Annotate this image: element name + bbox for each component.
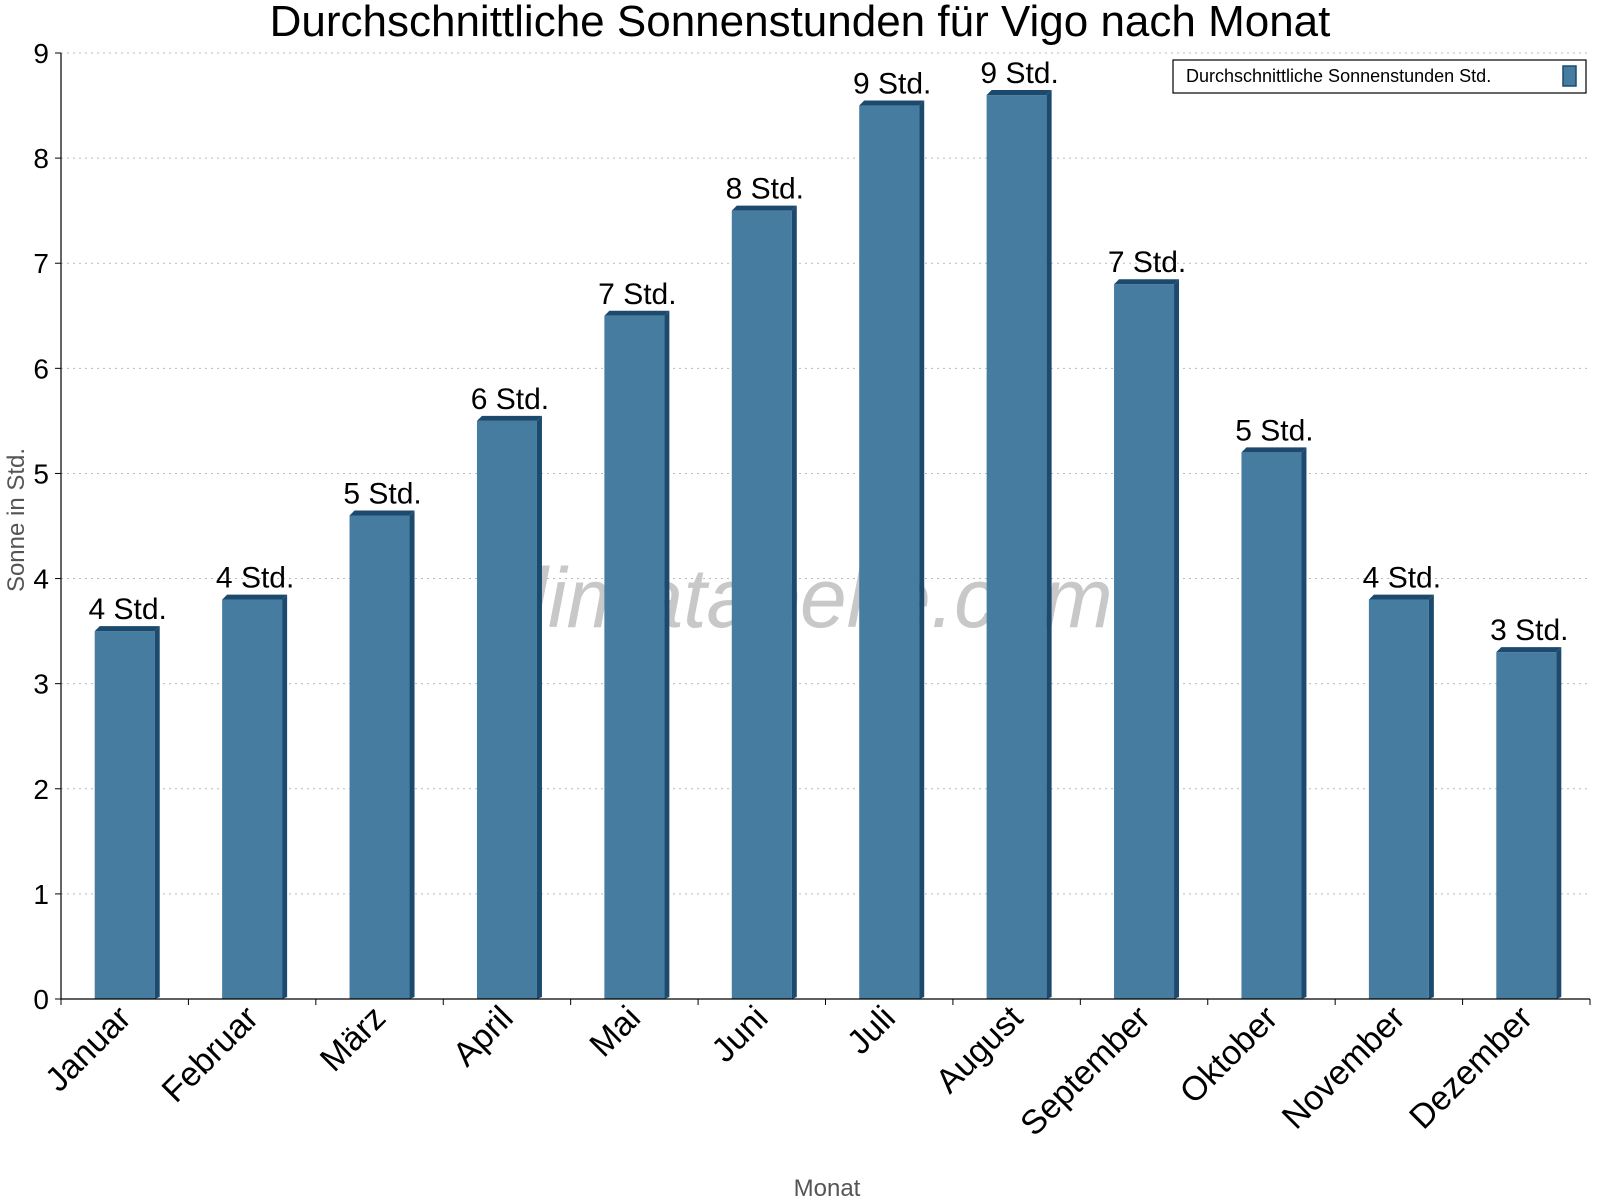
y-tick-label: 3 — [33, 669, 49, 700]
y-tick-label: 8 — [33, 143, 49, 174]
bar-4 — [476, 415, 542, 999]
data-label: 5 Std. — [343, 477, 421, 510]
x-tick-label: April — [446, 999, 521, 1074]
y-tick-label: 5 — [33, 458, 49, 489]
data-label: 5 Std. — [1235, 414, 1313, 447]
bar-face — [731, 210, 792, 999]
bar-top — [604, 310, 670, 316]
legend-box — [1172, 59, 1587, 94]
bar-side — [919, 100, 925, 1000]
bar-6 — [731, 205, 797, 999]
grid — [61, 52, 1590, 895]
bar-top — [1241, 447, 1307, 453]
x-tick-label: Oktober — [1173, 999, 1285, 1111]
y-tick-label: 9 — [33, 38, 49, 69]
x-tick-label: Februar — [155, 999, 266, 1110]
bar-face — [604, 315, 665, 999]
bar-face — [1496, 652, 1557, 999]
bar-top — [731, 205, 797, 211]
y-tick-label: 4 — [33, 564, 49, 595]
data-label: 9 Std. — [980, 57, 1058, 90]
y-axis-ticks: 0 1 2 3 4 5 6 7 8 9 — [33, 38, 61, 1015]
bar-face — [1368, 599, 1429, 999]
data-label: 8 Std. — [726, 173, 804, 206]
x-axis-label: Monat — [794, 1175, 861, 1200]
bar-side — [1556, 647, 1562, 999]
bar-side — [791, 205, 797, 999]
bar-face — [476, 420, 537, 999]
bar-face — [94, 631, 155, 999]
bar-side — [409, 510, 415, 999]
bar-side — [664, 310, 670, 999]
y-tick-label: 7 — [33, 248, 49, 279]
bar-face — [986, 95, 1047, 1000]
bar-side — [1428, 594, 1434, 999]
bar-top — [349, 510, 415, 516]
bar-7 — [859, 100, 925, 1000]
x-tick-label: Juni — [704, 999, 775, 1070]
data-label: 7 Std. — [1108, 246, 1186, 279]
bar-top — [476, 415, 542, 421]
bar-side — [1046, 90, 1052, 1000]
bar-12 — [1496, 647, 1562, 999]
bar-1 — [94, 626, 160, 999]
data-label: 3 Std. — [1490, 614, 1568, 647]
data-label: 4 Std. — [216, 562, 294, 595]
data-label: 9 Std. — [853, 68, 931, 101]
data-label: 7 Std. — [598, 278, 676, 311]
bar-11 — [1368, 594, 1434, 999]
bar-side — [154, 626, 160, 999]
bar-top — [94, 626, 160, 632]
bar-face — [349, 515, 410, 999]
bar-face — [1114, 284, 1175, 999]
bar-side — [536, 415, 542, 999]
x-tick-label: August — [929, 998, 1031, 1100]
data-label: 6 Std. — [471, 383, 549, 416]
bar-top — [986, 90, 1052, 96]
axes — [60, 53, 1590, 1000]
chart-title: Durchschnittliche Sonnenstunden für Vigo… — [270, 0, 1331, 46]
legend-swatch — [1562, 65, 1577, 87]
x-tick-label: Juli — [840, 999, 903, 1062]
bar-side — [1174, 279, 1180, 999]
bar-top — [1496, 647, 1562, 653]
y-tick-label: 6 — [33, 353, 49, 384]
bar-top — [1368, 594, 1434, 600]
bar-top — [222, 594, 288, 600]
bar-top — [859, 100, 925, 106]
bar-side — [282, 594, 288, 999]
bar-10 — [1241, 447, 1307, 999]
x-tick-label: Januar — [38, 999, 138, 1099]
bar-face — [222, 599, 283, 999]
legend: Durchschnittliche Sonnenstunden Std. — [1172, 59, 1587, 94]
bar-3 — [349, 510, 415, 999]
bar-side — [1301, 447, 1307, 999]
x-axis-ticks: Januar Februar März April Mai Juni Juli AugustS… — [38, 998, 1591, 1143]
x-tick-label: Mai — [582, 999, 648, 1065]
data-label: 4 Std. — [1363, 562, 1441, 595]
bar-5 — [604, 310, 670, 999]
x-tick-label: März — [313, 999, 393, 1079]
bar-face — [1241, 452, 1302, 999]
bar-top — [1114, 279, 1180, 285]
y-axis-label: Sonne in Std. — [3, 448, 30, 592]
y-tick-label: 1 — [33, 879, 49, 910]
legend-entry-label: Durchschnittliche Sonnenstunden Std. — [1186, 66, 1491, 86]
bars — [94, 90, 1562, 1000]
bar-2 — [222, 594, 288, 999]
data-labels: 4 Std. 4 Std. 5 Std. 6 Std. 7 Std. 8 Std. 9 St… — [89, 57, 1569, 647]
y-tick-label: 2 — [33, 774, 49, 805]
x-tick-label: September — [1013, 999, 1157, 1143]
y-tick-label: 0 — [33, 984, 49, 1015]
x-tick-label: Dezember — [1402, 999, 1540, 1137]
bar-face — [859, 105, 920, 1000]
bar-8 — [986, 90, 1052, 1000]
bar-9 — [1114, 279, 1180, 999]
data-label: 4 Std. — [89, 593, 167, 626]
x-tick-label: November — [1275, 999, 1413, 1137]
